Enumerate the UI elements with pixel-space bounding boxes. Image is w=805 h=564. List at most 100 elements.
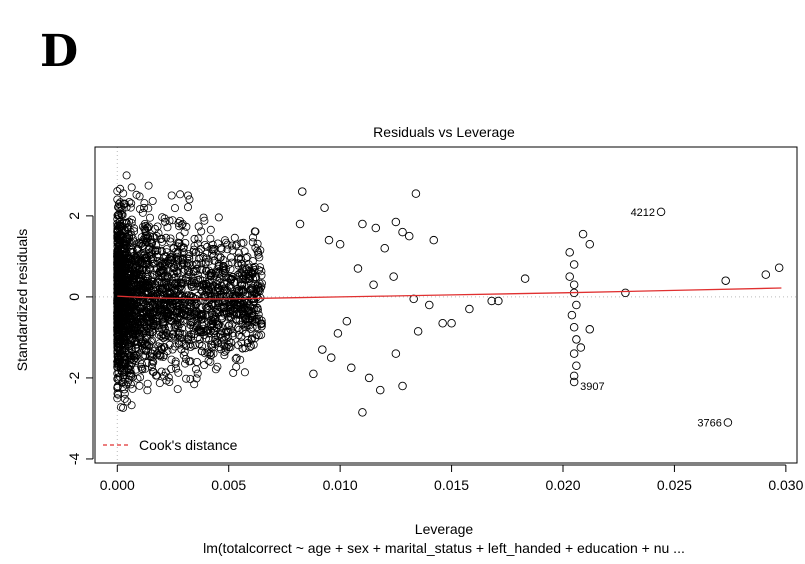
data-point	[207, 300, 216, 309]
data-point	[116, 184, 125, 193]
data-point	[186, 375, 195, 384]
data-point	[141, 351, 150, 360]
data-point	[113, 374, 122, 383]
data-point	[295, 219, 305, 229]
data-point	[216, 286, 225, 295]
data-point	[171, 359, 180, 368]
data-point	[567, 310, 577, 320]
data-point	[358, 408, 367, 417]
data-point	[144, 204, 153, 213]
x-tick-label: 0.000	[100, 477, 135, 493]
data-point	[257, 271, 266, 280]
point-id-label: 4212	[631, 207, 655, 219]
data-point	[165, 254, 174, 263]
data-point	[177, 242, 186, 251]
data-point	[147, 238, 156, 247]
data-point	[193, 270, 202, 279]
data-point	[115, 339, 124, 348]
data-point	[189, 323, 198, 332]
data-point	[140, 250, 149, 259]
data-point	[144, 341, 153, 350]
data-point	[116, 403, 125, 412]
data-point	[147, 291, 156, 300]
data-point	[165, 323, 174, 332]
plot-frame	[94, 146, 798, 464]
data-point	[164, 308, 173, 317]
data-point	[238, 311, 247, 320]
data-point	[120, 343, 129, 352]
data-point	[179, 351, 188, 360]
data-point	[447, 318, 456, 328]
data-point	[233, 284, 242, 293]
data-point	[183, 258, 192, 267]
data-point	[186, 293, 195, 302]
chart-title: Residuals vs Leverage	[373, 124, 515, 140]
data-point	[166, 311, 175, 320]
data-point	[234, 253, 243, 262]
data-point	[145, 213, 154, 222]
data-point	[125, 197, 134, 206]
data-point	[227, 304, 236, 313]
data-point	[180, 347, 189, 356]
data-point	[194, 234, 203, 243]
data-point	[183, 203, 192, 212]
data-point	[225, 320, 234, 329]
data-point	[208, 308, 217, 317]
data-point	[347, 363, 356, 373]
data-point	[143, 386, 152, 395]
data-point	[170, 342, 179, 351]
data-point	[203, 285, 212, 294]
data-point	[200, 216, 209, 225]
data-point	[124, 305, 133, 314]
data-point	[194, 297, 203, 306]
data-point	[227, 241, 236, 250]
data-point	[219, 335, 228, 344]
data-point	[226, 343, 235, 352]
data-point	[210, 315, 219, 324]
data-point	[175, 304, 184, 313]
data-point	[137, 339, 146, 348]
data-point	[127, 336, 136, 345]
data-point	[131, 314, 140, 323]
data-point	[120, 199, 129, 208]
data-point	[353, 264, 363, 273]
x-axis: 0.000 0.005 0.010 0.015 0.020 0.025 0.030	[100, 464, 804, 493]
data-point	[309, 369, 318, 379]
data-point	[184, 249, 193, 258]
data-point	[181, 341, 190, 350]
data-point	[175, 232, 184, 241]
data-point	[160, 331, 169, 340]
data-point	[197, 311, 206, 320]
data-point	[248, 238, 257, 247]
data-point	[156, 352, 165, 361]
data-point	[132, 304, 141, 313]
data-point	[158, 315, 167, 324]
data-point	[241, 344, 250, 353]
data-point	[216, 243, 225, 252]
data-point	[225, 337, 234, 346]
data-point	[148, 363, 157, 372]
data-point	[572, 361, 581, 371]
data-point	[242, 310, 251, 319]
point-id-label: 3907	[580, 381, 604, 393]
data-point	[186, 301, 195, 310]
data-point	[126, 203, 135, 212]
data-point	[143, 379, 152, 388]
data-point	[166, 234, 175, 243]
data-point	[127, 401, 136, 410]
data-point	[174, 368, 183, 377]
data-point	[176, 315, 185, 324]
data-point	[116, 256, 125, 265]
data-point	[208, 240, 217, 249]
data-point	[120, 394, 129, 403]
data-point	[223, 288, 232, 297]
data-point	[178, 219, 187, 228]
data-point	[774, 263, 784, 272]
data-point	[248, 233, 257, 242]
data-point	[143, 280, 152, 289]
data-point	[232, 316, 241, 325]
data-point	[180, 228, 189, 237]
data-point	[120, 280, 129, 289]
data-point	[211, 267, 220, 276]
data-point	[168, 281, 177, 290]
